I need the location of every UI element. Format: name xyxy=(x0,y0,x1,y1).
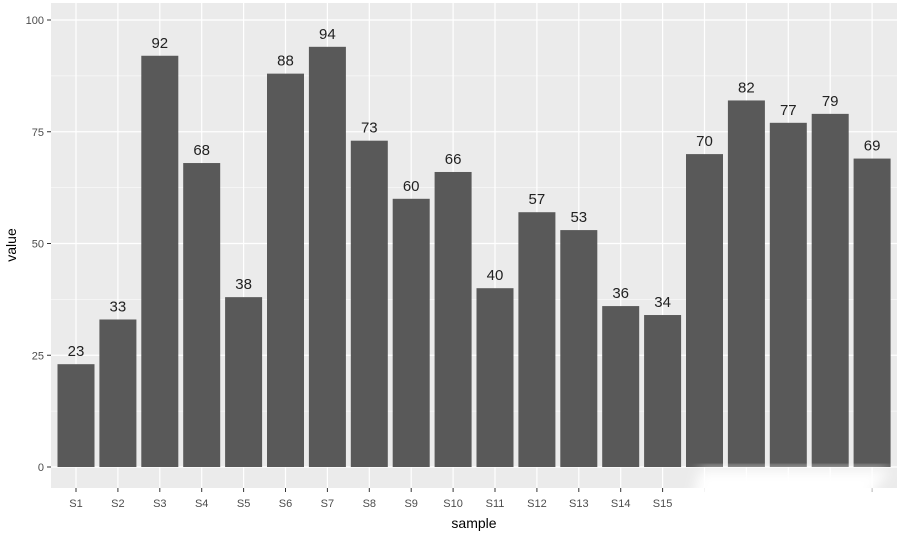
x-tick-label: S8 xyxy=(363,498,376,510)
x-tick-label: S2 xyxy=(111,498,124,510)
data-label-S8: 73 xyxy=(361,120,378,137)
data-label-S11: 40 xyxy=(487,267,504,284)
data-label-S16: 70 xyxy=(696,133,713,150)
x-axis-title: sample xyxy=(451,515,496,531)
bar-S18 xyxy=(769,122,807,467)
bar-S6 xyxy=(267,73,304,467)
data-label-S17: 82 xyxy=(738,79,755,96)
bar-S9 xyxy=(392,198,430,468)
x-tick-label: S11 xyxy=(486,498,505,510)
bar-S17 xyxy=(727,100,765,468)
x-tick-label: S4 xyxy=(195,498,208,510)
bar-S8 xyxy=(350,140,388,467)
data-label-S12: 57 xyxy=(529,191,546,208)
x-tick-label: S9 xyxy=(404,498,417,510)
data-label-S18: 77 xyxy=(780,102,797,119)
bar-S15 xyxy=(644,315,682,467)
y-tick-label: 25 xyxy=(32,350,44,362)
data-label-S5: 38 xyxy=(235,276,252,293)
data-label-S2: 33 xyxy=(110,298,127,315)
y-tick-label: 100 xyxy=(26,15,44,27)
x-tick-label: S3 xyxy=(153,498,166,510)
data-label-S1: 23 xyxy=(68,343,85,360)
bar-S19 xyxy=(811,113,849,468)
occlusion-patch xyxy=(705,492,901,534)
x-tick-label: S15 xyxy=(653,498,673,510)
bar-S11 xyxy=(476,288,514,467)
x-tick-label: S1 xyxy=(69,498,82,510)
data-label-S7: 94 xyxy=(319,26,336,43)
data-label-S15: 34 xyxy=(654,294,671,311)
bar-S5 xyxy=(225,297,263,467)
data-label-S14: 36 xyxy=(612,285,629,302)
data-label-S19: 79 xyxy=(822,93,839,110)
bar-S7 xyxy=(308,46,346,467)
data-label-S4: 68 xyxy=(193,142,210,159)
x-tick-label: S13 xyxy=(569,498,589,510)
x-tick-label: S12 xyxy=(527,498,547,510)
x-tick-label: S14 xyxy=(611,498,631,510)
bar-S16 xyxy=(686,154,723,467)
y-tick-label: 0 xyxy=(38,462,44,474)
data-label-S10: 66 xyxy=(445,151,462,168)
bar-S10 xyxy=(434,171,472,468)
data-label-S13: 53 xyxy=(570,209,587,226)
x-tick-label: S6 xyxy=(279,498,292,510)
y-axis-title: value xyxy=(3,228,19,262)
bar-S1 xyxy=(57,364,95,467)
data-label-S9: 60 xyxy=(403,178,420,195)
bar-S3 xyxy=(141,55,179,467)
bar-S12 xyxy=(518,212,556,467)
bar-S20 xyxy=(853,158,891,467)
bar-S2 xyxy=(99,319,137,467)
data-label-S20: 69 xyxy=(864,138,881,155)
y-tick-label: 50 xyxy=(32,239,44,251)
bar-S13 xyxy=(560,230,598,467)
data-label-S6: 88 xyxy=(277,53,294,70)
x-tick-label: S7 xyxy=(321,498,334,510)
y-tick-label: 75 xyxy=(32,127,44,139)
bar-S14 xyxy=(602,306,640,467)
data-label-S3: 92 xyxy=(151,35,168,52)
bar-S4 xyxy=(183,163,221,468)
x-tick-label: S5 xyxy=(237,498,250,510)
x-tick-label: S10 xyxy=(443,498,463,510)
